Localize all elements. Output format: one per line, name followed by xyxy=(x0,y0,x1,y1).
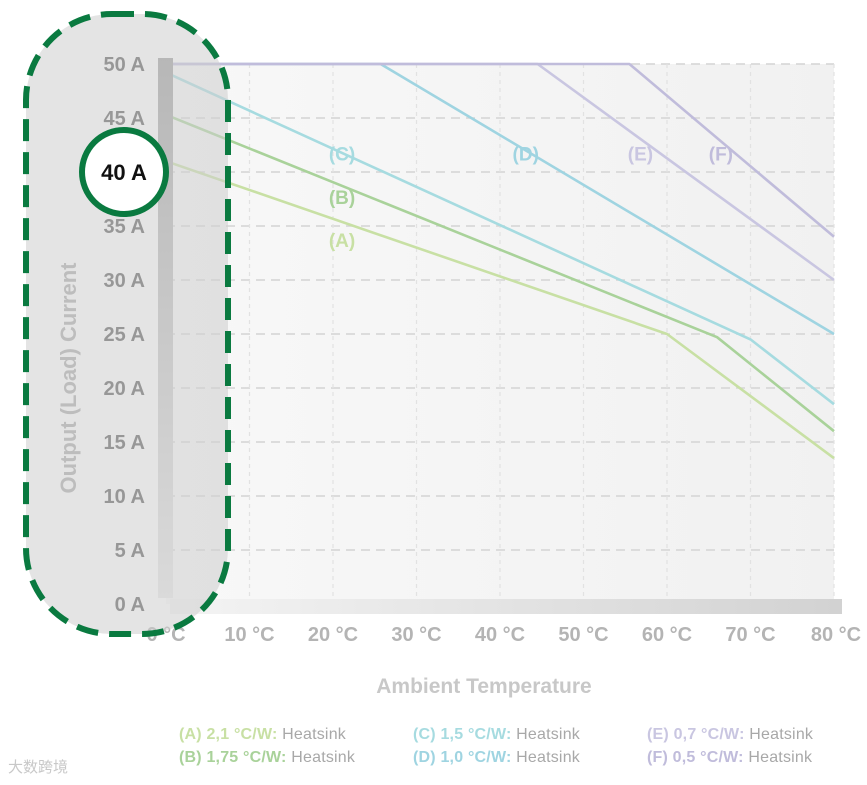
legend-item-f: (F) 0,5 °C/W: Heatsink xyxy=(647,749,812,767)
derating-chart: (A)(B)(C)(D)(E)(F) 0 A5 A10 A15 A20 A25 … xyxy=(23,11,861,698)
highlight-callout: 40 A xyxy=(23,11,231,637)
x-tick-label: 50 °C xyxy=(558,624,608,646)
x-tick-label: 10 °C xyxy=(224,624,274,646)
x-tick-label: 20 °C xyxy=(308,624,358,646)
x-axis-bar xyxy=(170,599,842,614)
x-tick-label: 70 °C xyxy=(725,624,775,646)
legend-item-d: (D) 1,0 °C/W: Heatsink xyxy=(413,749,580,767)
series-line-a xyxy=(165,159,835,460)
series-line-b xyxy=(165,113,835,433)
legend-item-c: (C) 1,5 °C/W: Heatsink xyxy=(413,726,580,744)
x-axis-title: Ambient Temperature xyxy=(376,675,592,698)
watermark-text: 大数跨境 xyxy=(8,758,69,776)
series-label-d: (D) xyxy=(513,145,539,166)
series-label-e: (E) xyxy=(628,145,653,166)
highlight-circle xyxy=(79,127,169,217)
x-tick-label: 80 °C xyxy=(811,624,861,646)
legend-desc: Heatsink xyxy=(516,749,580,766)
legend-item-a: (A) 2,1 °C/W: Heatsink xyxy=(179,726,346,744)
legend-code: (C) 1,5 °C/W: xyxy=(413,726,512,743)
series-label-f: (F) xyxy=(709,145,733,166)
series-line-c xyxy=(165,71,835,406)
highlighted-tick-label: 40 A xyxy=(101,160,147,185)
series-lines: (A) (B) (C) (D) (E) (F) xyxy=(165,62,835,460)
highlight-panel xyxy=(26,14,228,634)
legend-code: (F) 0,5 °C/W: xyxy=(647,749,744,766)
legend-desc: Heatsink xyxy=(516,726,580,743)
legend-desc: Heatsink xyxy=(282,726,346,743)
legend-item-b: (B) 1,75 °C/W: Heatsink xyxy=(179,749,355,767)
x-tick-label: 60 °C xyxy=(642,624,692,646)
legend-code: (B) 1,75 °C/W: xyxy=(179,749,287,766)
x-tick-label: 30 °C xyxy=(391,624,441,646)
watermark: 大数跨境 xyxy=(8,756,68,777)
legend-item-e: (E) 0,7 °C/W: Heatsink xyxy=(647,726,813,744)
series-line-f xyxy=(166,62,835,238)
legend-code: (D) 1,0 °C/W: xyxy=(413,749,512,766)
series-label-b: (B) xyxy=(329,188,355,209)
legend-desc: Heatsink xyxy=(748,749,813,766)
series-label-c: (C) xyxy=(329,145,355,166)
highlight-dashed-outline xyxy=(23,11,231,637)
series-label-a: (A) xyxy=(329,231,355,252)
legend-code: (E) 0,7 °C/W: xyxy=(647,726,745,743)
legend-desc: Heatsink xyxy=(291,749,356,766)
legend: (A) 2,1 °C/W: Heatsink (B) 1,75 °C/W: He… xyxy=(0,726,867,776)
legend-code: (A) 2,1 °C/W: xyxy=(179,726,278,743)
x-tick-label: 40 °C xyxy=(475,624,525,646)
legend-desc: Heatsink xyxy=(749,726,814,743)
